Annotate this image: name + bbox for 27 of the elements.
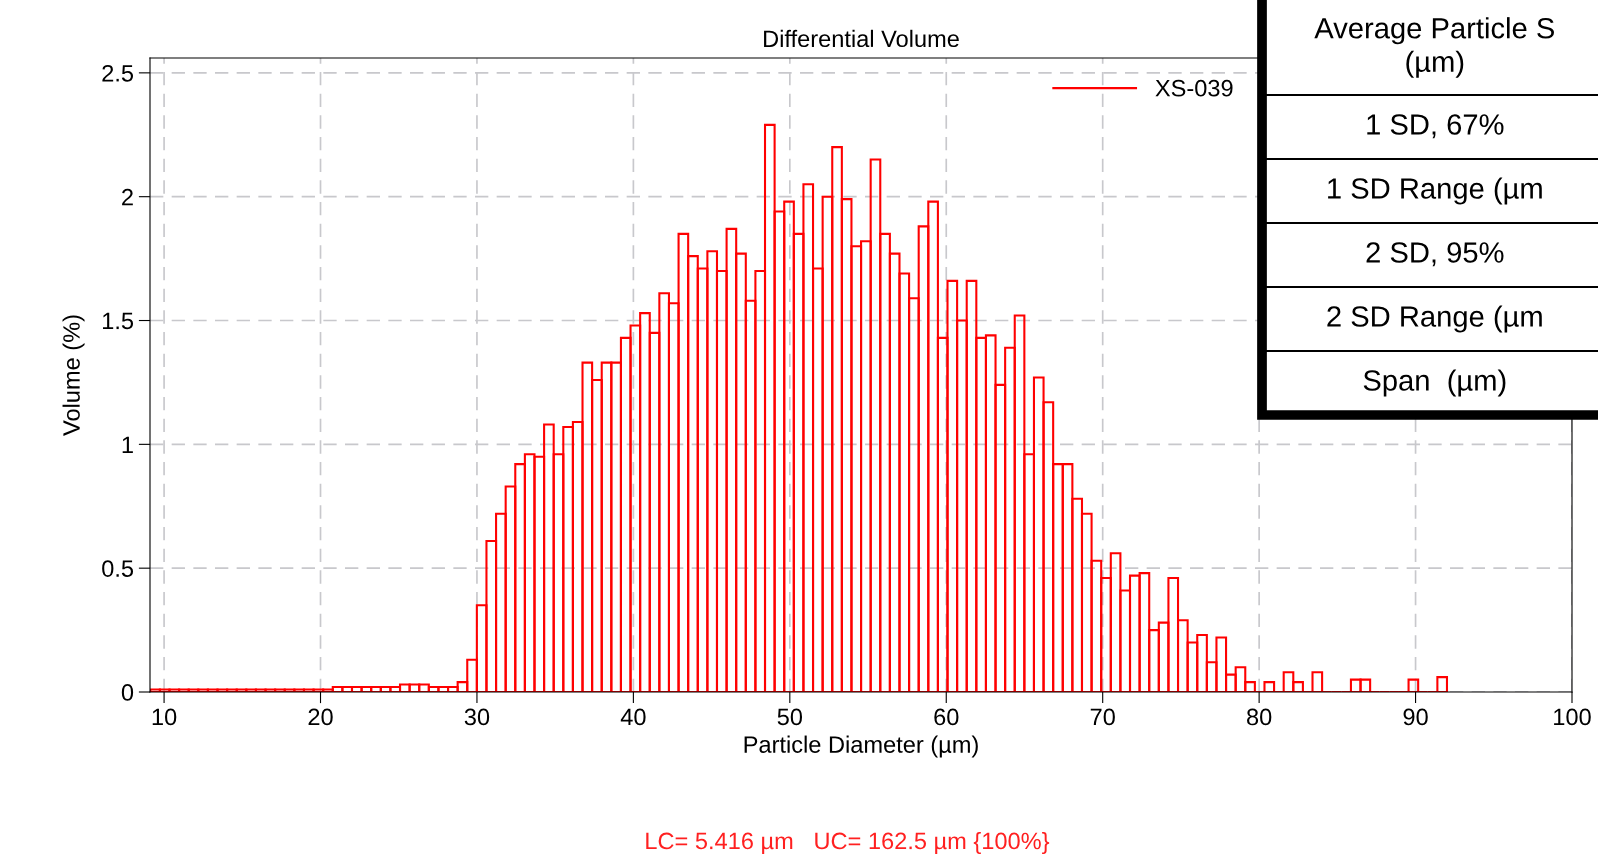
annotation: Average Particle S (µm): [1314, 17, 1554, 78]
x-tick-label: 100: [1554, 708, 1591, 726]
y-tick-label: 1: [122, 436, 133, 453]
y-tick-label: 0.5: [102, 560, 134, 577]
x-tick-label: 30: [464, 708, 490, 726]
annotation: Span (µm): [1363, 369, 1506, 397]
chart-title: Differential Volume: [764, 29, 959, 48]
x-tick-label: 50: [777, 708, 803, 726]
annotation: 2 SD Range (µm: [1327, 305, 1542, 333]
y-tick-label: 0: [121, 684, 134, 701]
x-tick-label: 90: [1403, 708, 1428, 726]
text: LC= 5.416 µm UC= 162.5 µm {100%}: [646, 831, 1050, 854]
annotation: 1 SD, 67%: [1367, 114, 1504, 139]
y-tick-label: 2: [122, 188, 133, 206]
y-tick-label: 2.5: [102, 64, 134, 82]
y-axis-title: Volume (%): [62, 315, 85, 436]
x-tick-label: 60: [934, 708, 959, 726]
x-tick-label: 40: [620, 708, 646, 726]
x-axis-title: Particle Diameter (µm): [744, 735, 978, 758]
x-tick-label: 80: [1247, 708, 1272, 726]
x-tick-label: 10: [152, 708, 177, 726]
annotation: 1 SD Range (µm: [1328, 177, 1542, 205]
x-tick-label: 70: [1090, 708, 1115, 726]
legend-label: XS-039: [1155, 79, 1233, 97]
annotation: 2 SD, 95%: [1366, 242, 1504, 267]
y-tick-label: 1.5: [103, 312, 134, 330]
x-tick-label: 20: [308, 708, 333, 726]
